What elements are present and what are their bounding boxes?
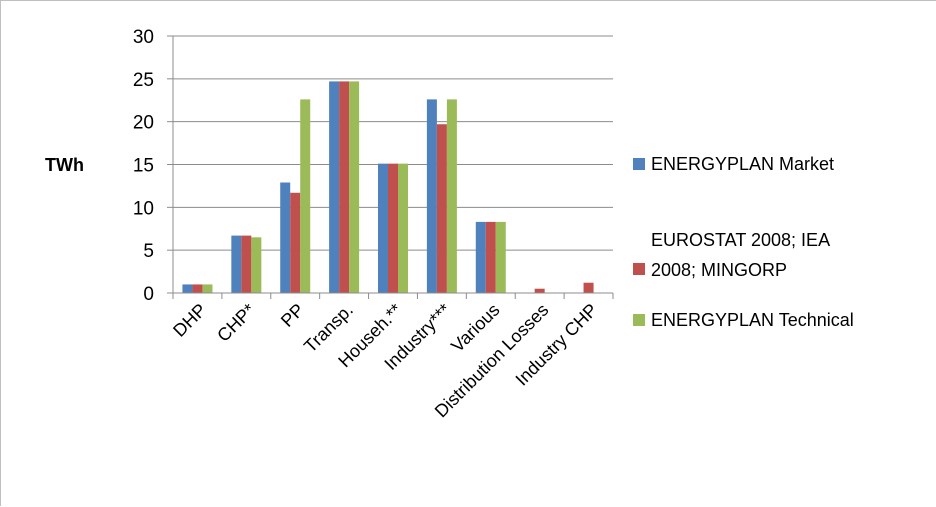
bar xyxy=(446,99,457,293)
bar xyxy=(241,235,252,293)
bar xyxy=(231,235,242,293)
axes xyxy=(167,35,614,299)
bar xyxy=(583,282,594,293)
x-tick-labels: DHP CHP* PPTransp.Househ.**Industry***Vari… xyxy=(169,300,601,422)
legend-label: ENERGYPLAN Market xyxy=(651,154,834,174)
y-tick-label: 20 xyxy=(133,113,154,134)
bar xyxy=(280,182,291,293)
bars xyxy=(182,81,594,293)
bar xyxy=(475,221,486,293)
bar xyxy=(251,237,262,293)
bar xyxy=(329,81,340,293)
y-tick-label: 5 xyxy=(143,241,154,262)
y-tick-label: 15 xyxy=(133,156,154,177)
x-tick-label: CHP* xyxy=(213,300,259,346)
legend-swatch xyxy=(633,314,645,326)
bar xyxy=(388,163,398,293)
bar xyxy=(202,284,213,293)
bar xyxy=(300,99,311,293)
bar xyxy=(426,99,437,293)
bar xyxy=(339,81,350,293)
y-tick-label: 10 xyxy=(133,198,154,219)
legend-label: ENERGYPLAN Technical xyxy=(651,310,854,330)
bar xyxy=(436,124,447,293)
y-tick-labels: 0 5 10 15 20 25 30 xyxy=(133,27,154,305)
y-tick-label: 30 xyxy=(133,27,154,48)
bar xyxy=(182,284,193,293)
bar xyxy=(378,163,388,293)
bar xyxy=(290,192,301,293)
y-axis-label: TWh xyxy=(45,155,84,175)
x-tick-label: DHP xyxy=(169,300,210,341)
y-tick-label: 25 xyxy=(133,70,154,91)
y-tick-label: 0 xyxy=(143,284,154,305)
legend-swatch xyxy=(633,263,645,275)
legend-label: EUROSTAT 2008; IEA 2008; MINGORP xyxy=(651,230,830,280)
bar xyxy=(398,163,408,293)
bar xyxy=(495,221,506,293)
bar xyxy=(349,81,360,293)
bar xyxy=(192,284,203,293)
legend: ENERGYPLAN Market EUROSTAT 2008; IEA 2008;… xyxy=(633,154,854,330)
x-tick-label: PP xyxy=(277,300,308,331)
bar xyxy=(485,221,496,293)
legend-swatch xyxy=(633,158,645,170)
bar xyxy=(534,288,545,293)
